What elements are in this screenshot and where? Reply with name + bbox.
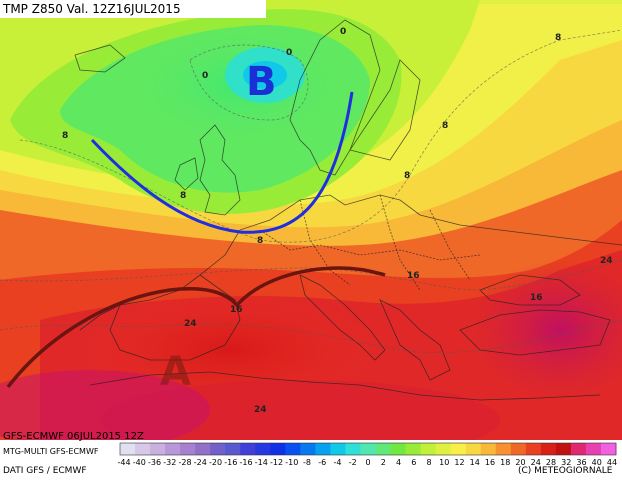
scale-tick-label: -8 [303, 458, 311, 467]
scale-tick-label: 28 [545, 458, 557, 467]
scale-tick-label: 40 [591, 458, 602, 467]
isotherm-label: 24 [254, 405, 267, 415]
isotherm-lines [0, 29, 622, 354]
trough-line [90, 91, 354, 234]
scale-swatch [405, 443, 422, 455]
scale-tick-label: -44 [117, 458, 131, 467]
scale-swatch [285, 443, 301, 455]
scale-tick-label: 20 [515, 458, 526, 467]
scale-swatch [600, 443, 617, 455]
scale-swatch [375, 443, 392, 455]
scale-swatch [540, 443, 557, 455]
isotherm-label: 16 [530, 293, 543, 303]
scale-tick-label: 14 [469, 458, 480, 467]
scale-tick-label: -36 [147, 458, 162, 467]
low-pressure-label: B [246, 59, 277, 105]
isotherm-label: 8 [257, 236, 263, 246]
scale-tick-label: 6 [411, 458, 417, 467]
isotherm-label: 8 [555, 33, 561, 43]
scale-tick-label: -28 [178, 458, 192, 467]
scale-tick-label: 18 [500, 458, 511, 467]
scale-swatch [450, 443, 467, 455]
scale-tick-label: -6 [318, 458, 327, 467]
scale-tick-label: -16 [224, 458, 238, 467]
ridge-line [6, 266, 386, 389]
scale-swatch [480, 443, 497, 455]
scale-tick-label: -4 [333, 458, 342, 467]
scale-swatch [465, 443, 482, 455]
isotherm-label: 24 [600, 256, 613, 266]
isotherm-label: 0 [202, 71, 208, 81]
scale-tick-label: 0 [365, 458, 371, 467]
scale-swatch [150, 443, 166, 455]
data-source-label: DATI GFS / ECMWF [3, 466, 87, 476]
scale-swatch [345, 443, 361, 455]
scale-swatch [525, 443, 542, 455]
scale-frame [119, 442, 617, 456]
isotherm-value-labels: 0 0 0 8 8 8 8 8 8 16 16 16 24 24 24 [62, 27, 613, 415]
copyright-label: (C) METEOGIORNALE [518, 466, 613, 476]
scale-tick-label: 16 [484, 458, 496, 467]
scale-tick-label: -20 [208, 458, 223, 467]
scale-swatch [210, 443, 226, 455]
isotherm-label: 8 [180, 191, 186, 201]
scale-tick-label: 32 [561, 458, 572, 467]
temperature-field [0, 0, 622, 460]
isotherm-label: 24 [184, 319, 197, 329]
scale-swatch [240, 443, 256, 455]
scale-swatch [390, 443, 407, 455]
isotherm-label: 8 [62, 131, 68, 141]
scale-swatch [435, 443, 452, 455]
scale-tick-label: 8 [426, 458, 432, 467]
scale-tick-label: 10 [439, 458, 450, 467]
scale-swatch [135, 443, 151, 455]
scale-tick-label: 4 [395, 458, 402, 467]
scale-swatch [420, 443, 437, 455]
scale-tick-label: 24 [530, 458, 541, 467]
scale-tick-label: 44 [606, 458, 618, 467]
scale-swatch [180, 443, 196, 455]
scale-tick-label: -14 [254, 458, 268, 467]
color-scale-bar [119, 442, 617, 456]
isotherm-label: 16 [230, 305, 243, 315]
scale-swatch [585, 443, 602, 455]
scale-swatch [270, 443, 286, 455]
scale-tick-label: 12 [454, 458, 465, 467]
scale-tick-label: -32 [163, 458, 177, 467]
scale-tick-label: 2 [380, 458, 386, 467]
scale-tick-label: -24 [193, 458, 207, 467]
isotherm-label: 8 [442, 121, 448, 131]
isotherm-label: 0 [286, 48, 292, 58]
scale-swatch [570, 443, 587, 455]
isotherm-label: 8 [404, 171, 410, 181]
scale-tick-label: -10 [285, 458, 299, 467]
scale-swatch [510, 443, 527, 455]
high-pressure-label: A [160, 349, 191, 395]
scale-tick-label: -40 [132, 458, 146, 467]
map-title: TMP Z850 Val. 12Z16JUL2015 [0, 0, 266, 18]
scale-swatch [315, 443, 331, 455]
model-source-label: MTG-MULTI GFS-ECMWF [3, 447, 99, 456]
scale-swatch [165, 443, 181, 455]
scale-tick-label: -12 [269, 458, 284, 467]
isotherm-label: 0 [340, 27, 346, 37]
scale-swatch [225, 443, 241, 455]
scale-swatch [330, 443, 346, 455]
scale-swatch [255, 443, 271, 455]
scale-swatch [120, 443, 136, 455]
scale-swatch [555, 443, 572, 455]
scale-tick-label: -16 [239, 458, 253, 467]
scale-swatch [495, 443, 512, 455]
model-run-label: GFS-ECMWF 06JUL2015 12Z [3, 431, 144, 442]
scale-tick-label: 36 [576, 458, 587, 467]
scale-swatch [360, 443, 377, 455]
scale-tick-label: -2 [348, 458, 357, 467]
scale-swatch [195, 443, 211, 455]
isotherm-label: 16 [407, 271, 420, 281]
scale-swatch [300, 443, 316, 455]
